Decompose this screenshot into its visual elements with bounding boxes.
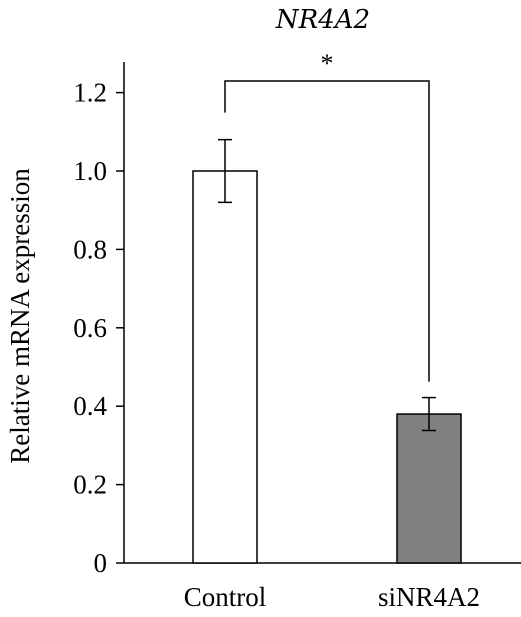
significance-bracket [224, 80, 430, 382]
y-tick-label: 0.2 [73, 470, 107, 500]
y-tick-label: 0.8 [73, 234, 107, 264]
y-axis-label: Relative mRNA expression [5, 168, 35, 464]
y-tick-label: 0 [94, 548, 108, 578]
plot-area: 0 0.2 0.4 0.6 0.8 1.0 1.2 Control siNR4A2 * [73, 49, 521, 612]
significance-label: * [321, 49, 334, 78]
x-category-label: Control [184, 582, 267, 612]
bar-control [192, 170, 258, 564]
y-tick-label: 1.0 [73, 156, 107, 186]
bar-sinr4a2 [396, 413, 462, 564]
x-category-label: siNR4A2 [378, 582, 480, 612]
y-tick-label: 0.4 [73, 391, 107, 421]
y-tick-label: 1.2 [73, 78, 107, 108]
y-tick-label: 0.6 [73, 313, 107, 343]
chart-title: NR4A2 [275, 5, 370, 35]
